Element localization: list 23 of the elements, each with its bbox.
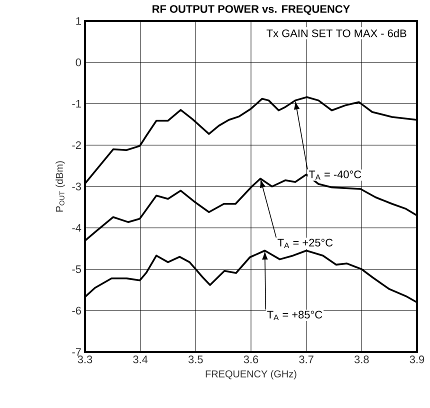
annotation: Tx GAIN SET TO MAX - 6dB: [266, 29, 406, 38]
x-tick-label: 3.7: [299, 356, 314, 364]
annotation: T$_{A}$ = +25°C: [278, 238, 333, 248]
x-tick-label: 3.4: [133, 356, 148, 364]
y-tick-label: 0: [76, 58, 82, 66]
x-tick-label: 3.6: [244, 356, 258, 364]
annotation: T$_{A}$ = +85°C: [267, 310, 322, 320]
x-tick-label: 3.9: [410, 356, 424, 364]
y-tick-label: -5: [72, 265, 82, 274]
x-axis-title: FREQUENCY (GHz): [206, 370, 296, 380]
x-tick-label: 3.5: [188, 356, 203, 364]
x-tick-label: 3.3: [78, 356, 92, 364]
annotation: T$_{A}$ = -40°C: [308, 170, 362, 180]
x-tick-label: 3.8: [354, 356, 369, 364]
y-tick-label: 1: [76, 17, 81, 25]
y-tick-label: -7: [72, 348, 81, 356]
y-axis-title: P$_{OUT}$ (dBm): [56, 161, 65, 212]
chart-title: RF OUTPUT POWER vs. FREQUENCY: [152, 5, 350, 15]
y-tick-label: -1: [72, 100, 81, 108]
y-tick-label: -2: [72, 141, 81, 149]
y-tick-label: -3: [72, 182, 81, 190]
y-tick-label: -6: [72, 306, 81, 315]
y-tick-label: -4: [72, 224, 82, 232]
